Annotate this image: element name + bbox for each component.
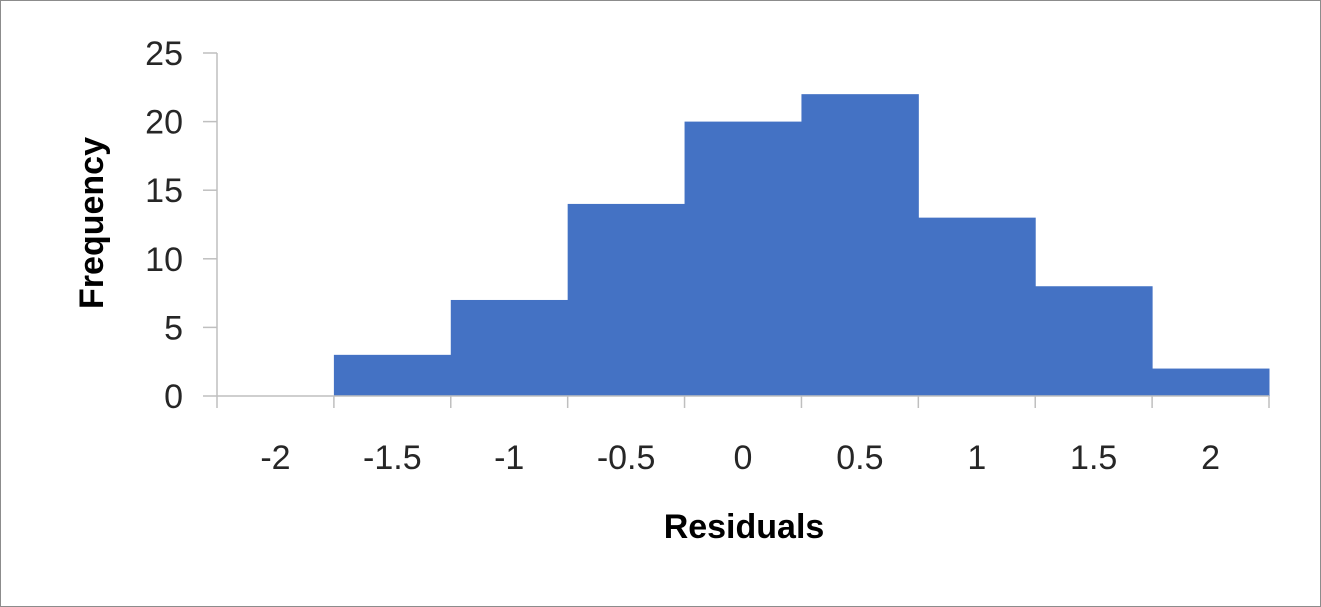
x-tick-label: -2 [260,439,290,477]
y-axis: 0 5 10 15 20 25 [145,35,218,416]
x-tick-label: -1 [494,439,524,477]
bar-8 [1152,368,1270,396]
bar-1 [333,354,452,396]
x-tick-label: 1.5 [1070,439,1117,477]
x-tick-label: 2 [1201,439,1220,477]
x-axis-title: Residuals [664,508,825,546]
y-tick-label: 15 [145,172,183,210]
bar-5 [801,94,919,396]
x-tick-label: -1.5 [363,439,422,477]
bar-6 [918,217,1036,396]
x-tick-label: 1 [967,439,986,477]
bar-3 [567,203,686,396]
bar-4 [684,121,802,396]
x-tick-label: 0.5 [836,439,883,477]
y-axis-title: Frequency [73,137,111,309]
y-tick-label: 10 [145,241,183,279]
bars-group [333,94,1270,396]
y-tick-label: 25 [145,35,183,73]
x-axis: -2 -1.5 -1 -0.5 0 0.5 1 1.5 2 [216,395,1270,477]
x-tick-label: -0.5 [597,439,656,477]
x-tick-label: 0 [734,439,753,477]
y-tick-label: 20 [145,104,183,142]
y-tick-label: 0 [164,378,183,416]
y-tick-label: 5 [164,309,183,347]
bar-7 [1035,286,1153,396]
bar-2 [450,299,569,396]
